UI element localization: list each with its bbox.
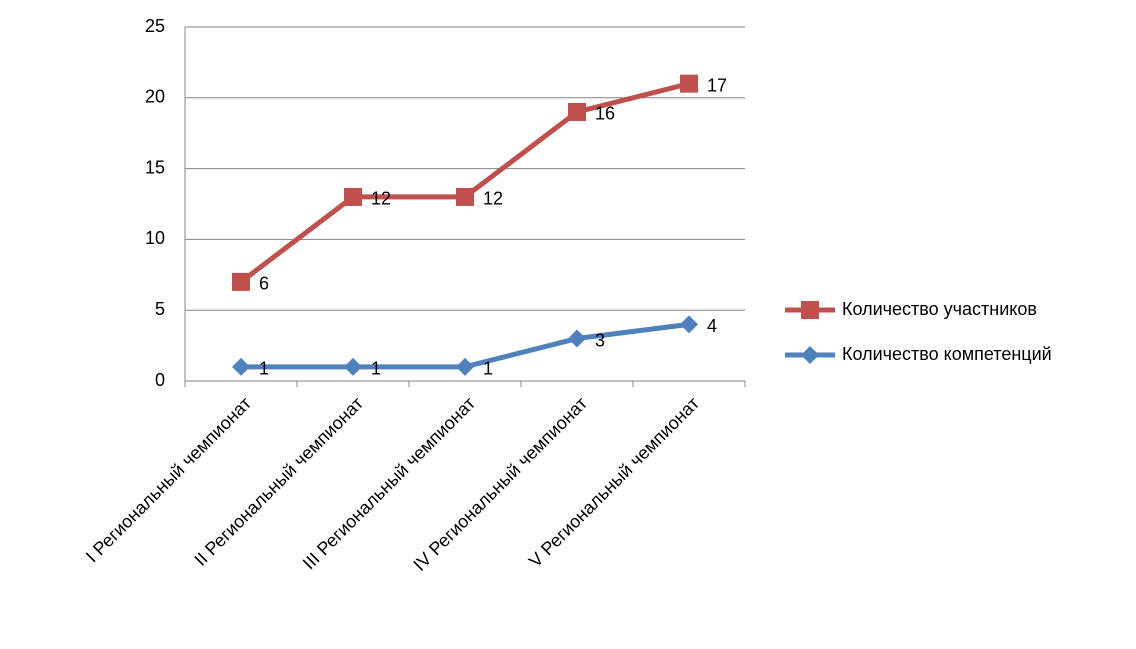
marker: [232, 272, 250, 291]
legend-marker: [801, 346, 819, 364]
y-tick-label: 25: [145, 16, 165, 36]
y-tick-label: 0: [155, 370, 165, 390]
data-label: 16: [595, 104, 615, 124]
marker: [568, 329, 586, 348]
data-label: 12: [483, 189, 503, 209]
data-label: 17: [707, 75, 727, 95]
legend-label: Количество компетенций: [842, 344, 1052, 364]
legend-label: Количество участников: [842, 299, 1037, 319]
y-tick-label: 15: [145, 157, 165, 177]
y-tick-label: 20: [145, 87, 165, 107]
series-line: [239, 81, 690, 284]
marker: [456, 187, 474, 206]
data-label: 1: [259, 359, 269, 379]
data-label: 12: [371, 189, 391, 209]
marker: [568, 102, 586, 121]
y-tick-label: 5: [155, 299, 165, 319]
marker: [456, 357, 474, 376]
legend-marker: [801, 301, 819, 319]
y-tick-label: 10: [145, 228, 165, 248]
data-label: 3: [595, 330, 605, 350]
marker: [344, 187, 362, 206]
marker: [344, 357, 362, 376]
data-label: 4: [707, 316, 717, 336]
marker: [680, 315, 698, 334]
data-label: 1: [483, 359, 493, 379]
data-label: 1: [371, 359, 381, 379]
marker: [232, 357, 250, 376]
data-label: 6: [259, 274, 269, 294]
marker: [680, 74, 698, 93]
